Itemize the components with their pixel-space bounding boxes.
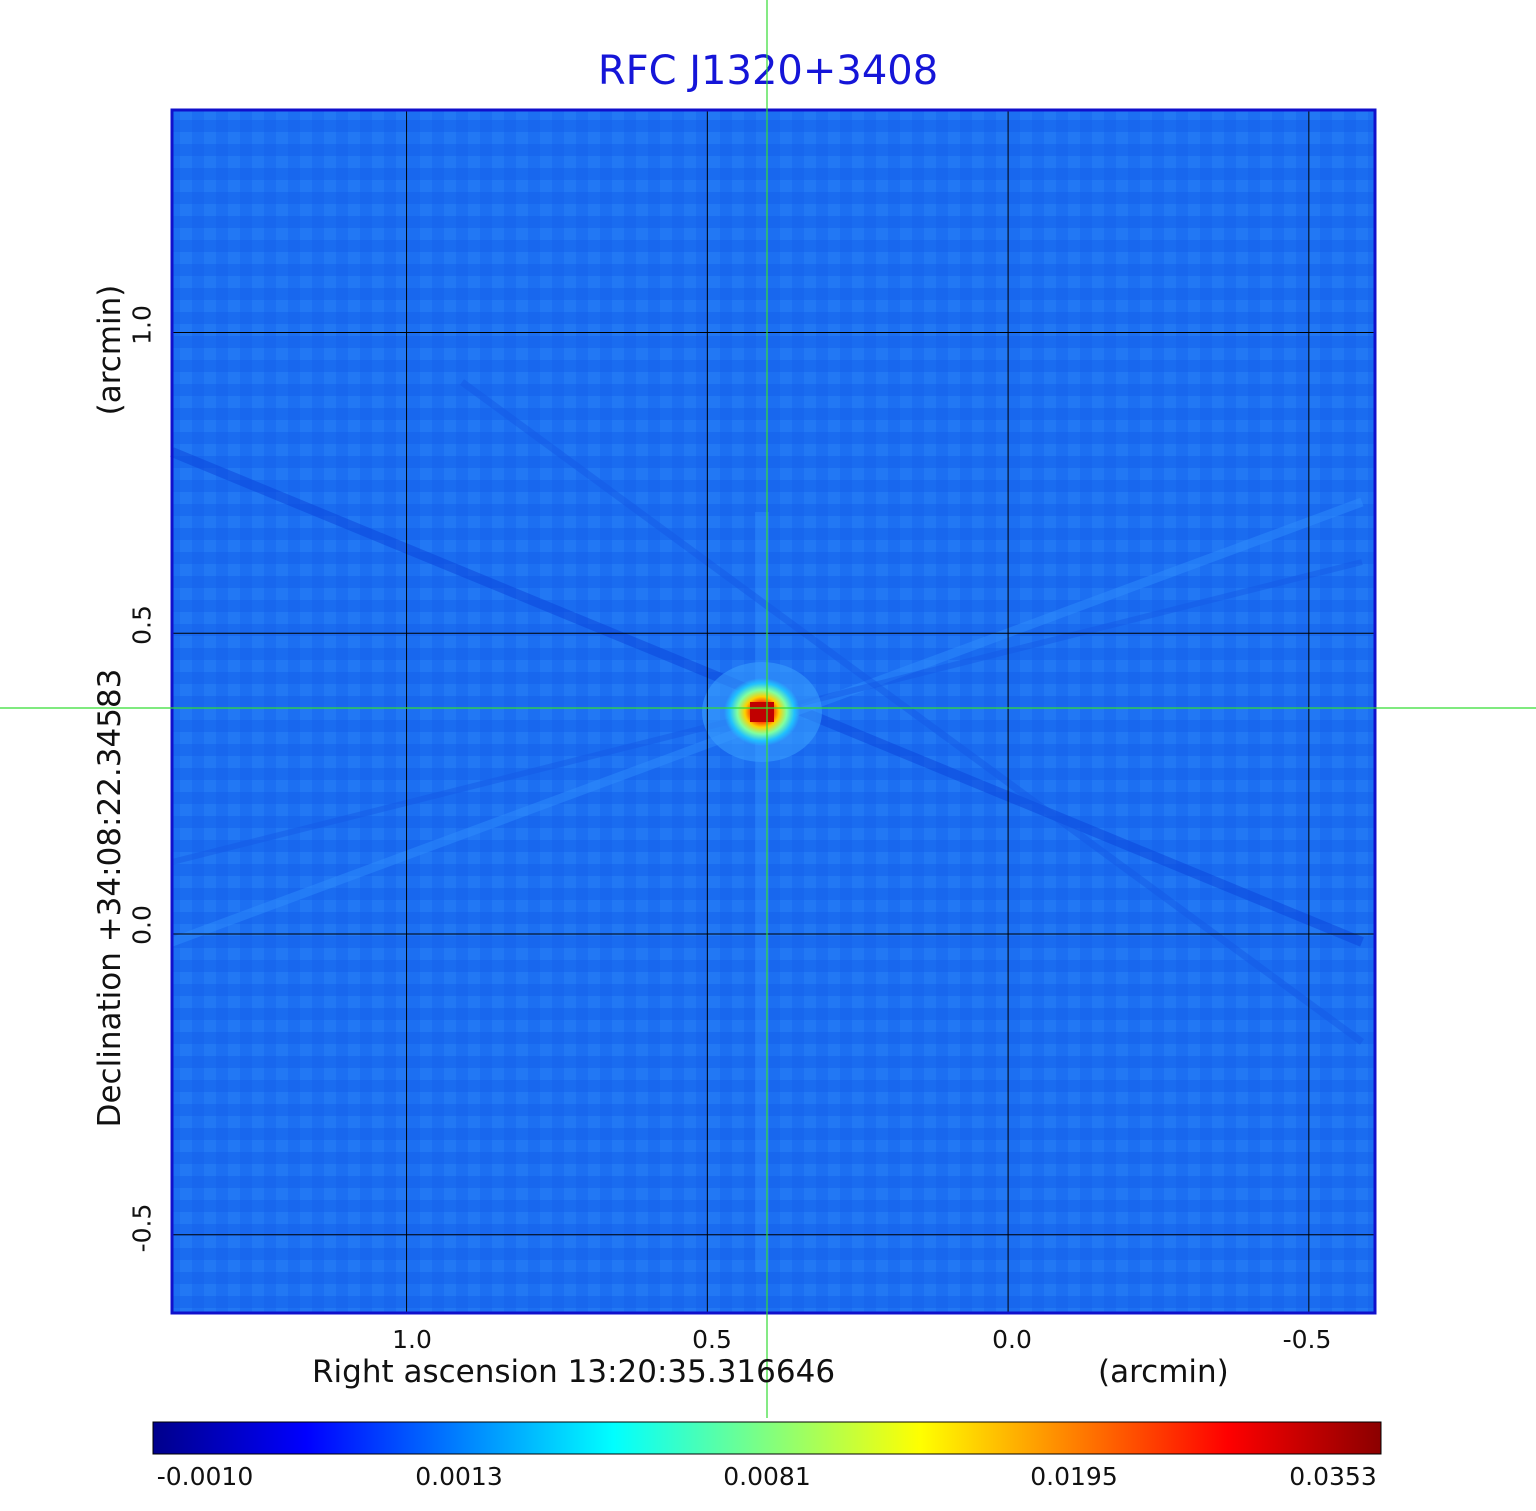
colorbar-tick-label: 0.0013	[415, 1462, 503, 1491]
colorbar	[152, 1421, 1382, 1455]
y-axis-label: Declination +34:08:22.34583	[92, 668, 128, 1128]
x-tick-label: 0.0	[992, 1325, 1032, 1354]
y-tick-label: 1.0	[127, 305, 157, 345]
sidelobe-streak	[459, 379, 1365, 1045]
x-tick-label: -0.5	[1282, 1325, 1332, 1354]
colorbar-tick-label: 0.0353	[1289, 1462, 1377, 1491]
y-tick-label: -0.5	[127, 1203, 157, 1253]
x-tick-label: 1.0	[392, 1325, 432, 1354]
y-tick-label: 0.0	[127, 905, 157, 945]
x-axis-unit: (arcmin)	[1098, 1354, 1229, 1390]
y-tick-label: 0.5	[127, 605, 157, 645]
radio-source-peak	[750, 702, 774, 722]
map-title: RFC J1320+3408	[597, 48, 939, 94]
colorbar-tick-label: 0.0081	[723, 1462, 811, 1491]
x-tick-label: 0.5	[692, 1325, 732, 1354]
coordinate-grid	[172, 110, 1375, 1313]
colorbar-tick-label: 0.0195	[1030, 1462, 1118, 1491]
map-frame	[170, 108, 1377, 1315]
colorbar-tick-label: -0.0010	[156, 1462, 254, 1491]
x-axis-label: Right ascension 13:20:35.316646	[312, 1354, 836, 1390]
y-axis-unit: (arcmin)	[92, 284, 128, 416]
